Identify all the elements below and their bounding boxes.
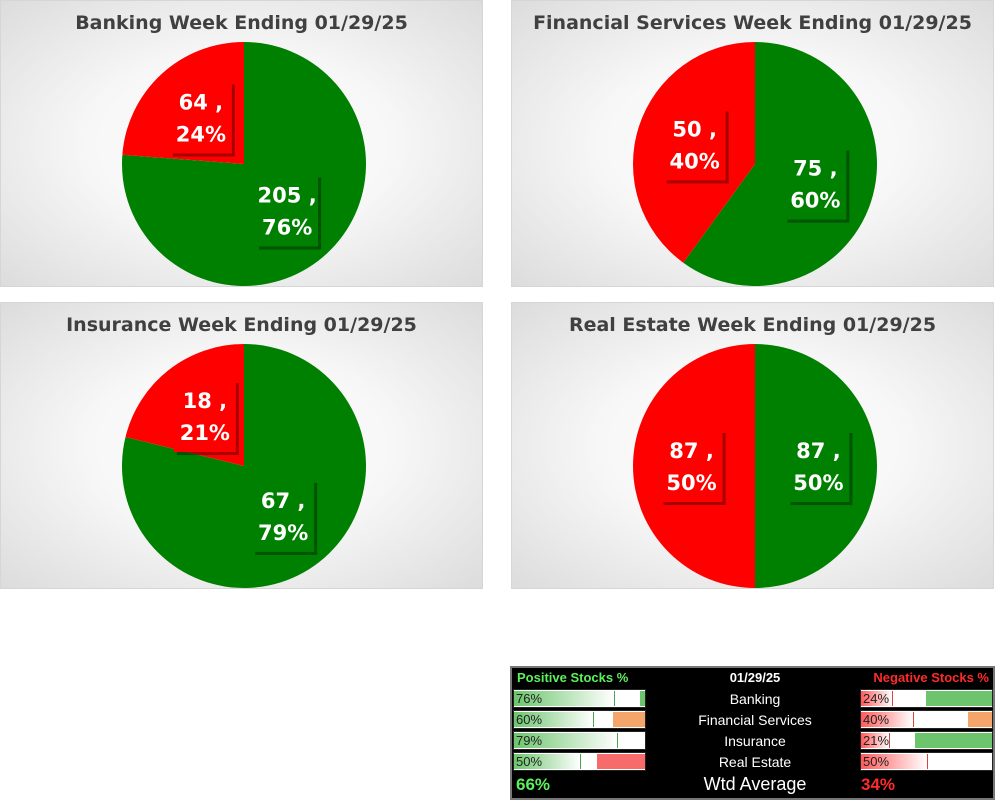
negative-bar <box>861 691 893 706</box>
positive-bar <box>514 754 581 769</box>
positive-value-label: 87 , <box>796 439 841 463</box>
positive-percent-label: 60% <box>790 189 840 213</box>
pie-svg: 75 , 60% 50 , 40% <box>633 42 877 287</box>
weighted-average-positive: 66% <box>516 775 551 794</box>
positive-value: 79% <box>516 733 543 748</box>
positive-bar-remainder <box>597 754 645 769</box>
negative-cell: 40% <box>860 710 993 729</box>
positive-value-label: 75 , <box>793 157 838 181</box>
header-date: 01/29/25 <box>729 670 781 685</box>
positive-cell: 76% <box>513 689 646 708</box>
positive-value: 60% <box>516 712 543 727</box>
negative-percent-label: 50% <box>666 471 716 495</box>
summary-table: Positive Stocks % 01/29/25 Negative Stoc… <box>510 666 995 800</box>
positive-label-box <box>256 174 319 247</box>
sector-label: Real Estate <box>718 754 792 770</box>
sector-label: Financial Services <box>698 712 812 728</box>
negative-label-box <box>663 108 726 181</box>
positive-label-box <box>787 430 850 502</box>
negative-bar <box>861 733 890 748</box>
negative-label-box <box>173 380 236 453</box>
positive-percent-label: 76% <box>262 216 312 240</box>
negative-bar <box>861 712 914 727</box>
positive-bar <box>514 712 594 727</box>
positive-bar <box>514 691 615 706</box>
negative-value-label: 64 , <box>179 90 224 114</box>
header-negative: Negative Stocks % <box>873 670 989 685</box>
negative-percent-label: 21% <box>180 421 230 445</box>
chart-title: Insurance Week Ending 01/29/25 <box>66 314 417 336</box>
sector-label: Insurance <box>724 733 786 749</box>
positive-cell: 79% <box>513 731 646 750</box>
positive-percent-label: 50% <box>793 471 843 495</box>
negative-value-label: 87 , <box>669 439 714 463</box>
negative-bar-remainder <box>915 733 992 748</box>
positive-label-box <box>784 147 847 220</box>
negative-percent-label: 24% <box>176 122 226 146</box>
negative-label-box <box>169 81 232 154</box>
positive-label-box <box>252 479 315 552</box>
negative-value-label: 18 , <box>183 389 228 413</box>
positive-bar-remainder <box>613 712 645 727</box>
pie-slice-positive <box>683 42 877 287</box>
negative-bar-remainder <box>926 691 992 706</box>
negative-percent-label: 40% <box>670 149 720 173</box>
negative-value: 21% <box>863 733 890 748</box>
header-positive: Positive Stocks % <box>517 670 629 685</box>
financial-services-pie-chart: Financial Services Week Ending 01/29/25 … <box>511 0 994 287</box>
positive-percent-label: 79% <box>258 521 308 545</box>
positive-bar <box>514 733 618 748</box>
positive-cell: 60% <box>513 710 646 729</box>
banking-pie-chart: Banking Week Ending 01/29/25 205 , 76% 64 … <box>0 0 483 287</box>
chart-title: Financial Services Week Ending 01/29/25 <box>533 12 972 34</box>
positive-value: 76% <box>516 691 543 706</box>
positive-value: 50% <box>516 754 543 769</box>
sector-label: Banking <box>729 691 781 707</box>
chart-title: Real Estate Week Ending 01/29/25 <box>568 314 937 336</box>
negative-value: 50% <box>863 754 890 769</box>
negative-cell: 50% <box>860 752 993 771</box>
chart-title: Banking Week Ending 01/29/25 <box>75 12 408 34</box>
pie-svg: 67 , 79% 18 , 21% <box>122 344 366 588</box>
weighted-average-label: Wtd Average <box>703 774 807 794</box>
positive-bar-cap <box>640 691 645 706</box>
negative-value: 40% <box>863 712 890 727</box>
positive-cell: 50% <box>513 752 646 771</box>
negative-bar <box>861 754 928 769</box>
negative-value-label: 50 , <box>672 117 717 141</box>
negative-label-box <box>660 430 723 502</box>
negative-value: 24% <box>863 691 890 706</box>
pie-svg: 205 , 76% 64 , 24% <box>121 42 366 286</box>
real-estate-pie-chart: Real Estate Week Ending 01/29/25 87 , 50%… <box>511 302 994 589</box>
insurance-pie-chart: Insurance Week Ending 01/29/25 67 , 79% 18… <box>0 302 483 589</box>
negative-bar-remainder <box>968 712 992 727</box>
positive-value-label: 67 , <box>261 489 306 513</box>
positive-value-label: 205 , <box>258 184 317 208</box>
negative-cell: 21% <box>860 731 993 750</box>
negative-cell: 24% <box>860 689 993 708</box>
weighted-average-negative: 34% <box>861 775 896 794</box>
pie-svg: 87 , 50% 87 , 50% <box>633 344 877 588</box>
